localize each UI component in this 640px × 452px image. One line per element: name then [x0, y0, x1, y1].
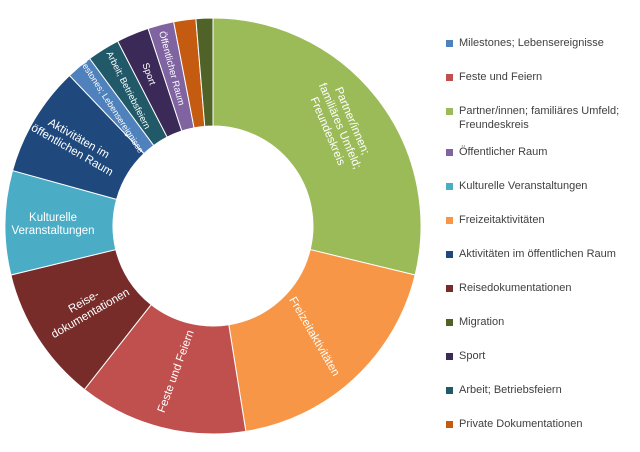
legend-item: Kulturelle Veranstaltungen	[446, 179, 638, 213]
legend-swatch	[446, 149, 453, 156]
donut-slice	[83, 303, 247, 435]
legend-swatch	[446, 40, 453, 47]
legend-label: Feste und Feiern	[459, 71, 543, 83]
legend-label: Aktivitäten im öffentlichen Raum	[459, 248, 616, 260]
donut-slice	[195, 17, 214, 127]
legend-item: Aktivitäten im öffentlichen Raum	[446, 247, 638, 281]
legend-swatch	[446, 183, 453, 190]
legend-item: Reisedokumentationen	[446, 281, 638, 315]
legend-swatch	[446, 217, 453, 224]
legend-swatch	[446, 74, 453, 81]
legend-label: Milestones; Lebensereignisse	[459, 37, 604, 49]
legend-swatch	[446, 319, 453, 326]
slice-label: Kulturelle Veranstaltungen	[11, 212, 94, 237]
legend-swatch	[446, 285, 453, 292]
legend-item: Öffentlicher Raum	[446, 145, 638, 179]
donut-slice	[212, 17, 422, 276]
legend-label: Öffentlicher Raum	[459, 146, 548, 158]
legend-item: Migration	[446, 315, 638, 349]
legend-label: Partner/innen; familiäres Umfeld; Freunde…	[459, 105, 620, 131]
legend-label: Migration	[459, 316, 505, 328]
legend-label: Kulturelle Veranstaltungen	[459, 180, 588, 192]
legend-label: Reisedokumentationen	[459, 282, 572, 294]
legend-item: Arbeit; Betriebsfeiern	[446, 383, 638, 417]
legend-item: Feste und Feiern	[446, 70, 638, 104]
legend-item: Milestones; Lebensereignisse	[446, 36, 638, 70]
legend-label: Freizeitaktivitäten	[459, 214, 545, 226]
legend-label: Private Dokumentationen	[459, 418, 583, 430]
legend-item: Partner/innen; familiäres Umfeld; Freunde…	[446, 104, 638, 145]
legend-swatch	[446, 251, 453, 258]
legend-label: Sport	[459, 350, 486, 362]
legend-swatch	[446, 421, 453, 428]
legend-label: Arbeit; Betriebsfeiern	[459, 384, 562, 396]
legend-swatch	[446, 387, 453, 394]
legend-item: Private Dokumentationen	[446, 417, 638, 451]
legend-item: Sport	[446, 349, 638, 383]
legend-item: Freizeitaktivitäten	[446, 213, 638, 247]
legend-swatch	[446, 108, 453, 115]
chart-legend: Milestones; Lebensereignisse Feste und Fe…	[446, 36, 638, 451]
legend-swatch	[446, 353, 453, 360]
donut-slice	[228, 248, 416, 432]
